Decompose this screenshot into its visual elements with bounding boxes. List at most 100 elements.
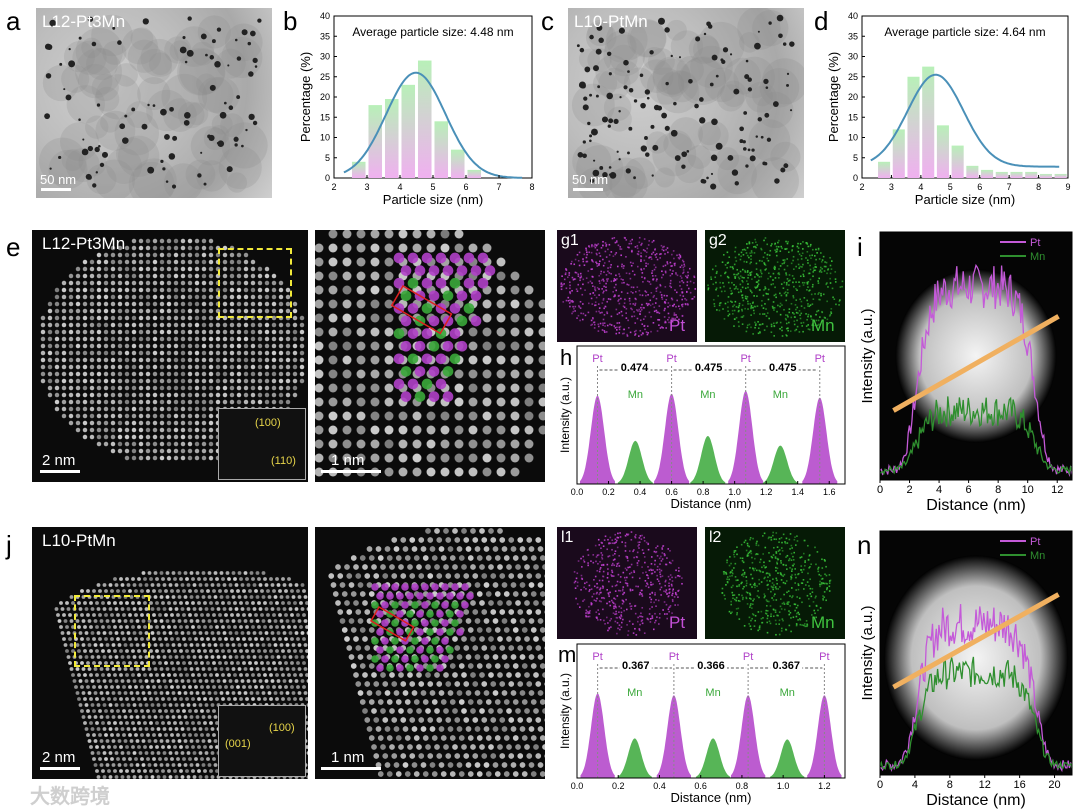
eds-pixel <box>615 241 618 243</box>
atom-column <box>120 751 125 755</box>
atom-column <box>165 643 170 647</box>
atom-column <box>98 685 102 689</box>
atom-column <box>194 685 198 689</box>
mn-peak <box>690 436 726 484</box>
eds-pixel <box>618 328 621 331</box>
eds-pixel <box>677 305 680 308</box>
eds-pixel <box>636 253 639 255</box>
eds-pixel <box>737 321 740 323</box>
atom-column <box>185 601 189 605</box>
support-blob <box>623 157 656 189</box>
eds-pixel <box>685 299 688 301</box>
atom-column <box>145 238 151 244</box>
atom-column <box>119 577 123 581</box>
atom-column <box>222 336 228 342</box>
atom-column <box>273 619 278 623</box>
atom-column <box>166 266 172 272</box>
atom-column <box>166 308 172 314</box>
eds-pixel <box>631 249 633 252</box>
eds-pixel <box>640 269 643 271</box>
atom-column <box>187 455 193 461</box>
eds-pixel <box>750 326 752 329</box>
atom-column <box>194 294 200 300</box>
eds-pixel <box>788 321 790 324</box>
atom-column <box>164 757 168 761</box>
atom-column <box>132 583 137 587</box>
atom-column <box>61 308 67 314</box>
atom-column <box>258 607 263 611</box>
atom-column <box>427 573 434 579</box>
atom-column <box>194 589 198 593</box>
scale-text-f: 1 nm <box>331 452 365 469</box>
atom-column <box>82 294 88 300</box>
eds-pixel <box>687 303 689 306</box>
atom-column <box>195 763 200 767</box>
atom-column <box>485 591 492 597</box>
atom-column <box>124 427 130 433</box>
eds-pixel <box>744 297 747 300</box>
atom-column <box>201 266 207 272</box>
nanoparticle-dot <box>618 110 621 113</box>
eds-pixel <box>766 257 768 260</box>
atom-column <box>305 625 308 629</box>
atom-column <box>124 322 130 328</box>
eds-pixel <box>609 323 611 326</box>
atom-column <box>215 601 219 605</box>
atom-column <box>496 341 506 351</box>
atom-column <box>261 691 266 695</box>
mn-map-g2 <box>707 237 844 337</box>
atom-column <box>270 679 275 683</box>
eds-pixel <box>620 254 622 257</box>
atom-column <box>222 655 227 659</box>
panel-label-i: i <box>857 232 863 262</box>
atom-column <box>342 285 352 295</box>
atom-column <box>302 613 306 617</box>
eds-pixel <box>768 272 770 275</box>
support-blob <box>148 52 172 76</box>
nanoparticle-dot <box>649 50 654 55</box>
atom-column <box>145 343 151 349</box>
eds-pixel <box>779 321 782 324</box>
atom-column <box>68 322 74 328</box>
atom-column <box>117 399 123 405</box>
atom-column <box>145 287 151 293</box>
pt-atom <box>393 353 405 365</box>
eds-pixel <box>726 275 729 278</box>
atom-column <box>278 329 284 335</box>
eds-pixel <box>820 294 822 297</box>
atom-column <box>290 613 294 617</box>
eds-pixel <box>639 319 642 322</box>
eds-pixel <box>579 287 582 290</box>
sample-label-j: L10-PtMn <box>42 531 116 550</box>
atom-column <box>131 721 135 725</box>
atom-column <box>276 631 281 635</box>
atom-column <box>258 583 263 587</box>
eds-pixel <box>757 283 760 285</box>
atom-column <box>215 673 219 677</box>
eds-pixel <box>563 278 566 281</box>
atom-column <box>242 685 246 689</box>
tem-image-c: L10-PtMn 50 nm <box>568 8 804 198</box>
eds-pixel <box>636 286 639 288</box>
eds-pixel <box>655 309 658 312</box>
atom-column <box>251 625 255 629</box>
atom-column <box>116 661 120 665</box>
atom-column <box>110 420 116 426</box>
eds-pixel <box>599 282 601 285</box>
eds-pixel <box>623 302 626 304</box>
atom-column <box>180 434 186 440</box>
x-tick-label: 1.0 <box>728 487 741 497</box>
atom-column <box>201 448 207 454</box>
atom-column <box>275 577 279 581</box>
eds-pixel <box>606 311 608 313</box>
atom-column <box>521 555 528 561</box>
x-axis-label: Particle size (nm) <box>915 192 1015 207</box>
atom-column <box>61 294 67 300</box>
atom-column <box>95 697 99 701</box>
atom-column <box>126 583 131 587</box>
atom-column <box>201 343 207 349</box>
atom-column <box>131 329 137 335</box>
eds-pixel <box>618 312 621 314</box>
atom-column <box>152 252 158 258</box>
atom-column <box>138 441 144 447</box>
